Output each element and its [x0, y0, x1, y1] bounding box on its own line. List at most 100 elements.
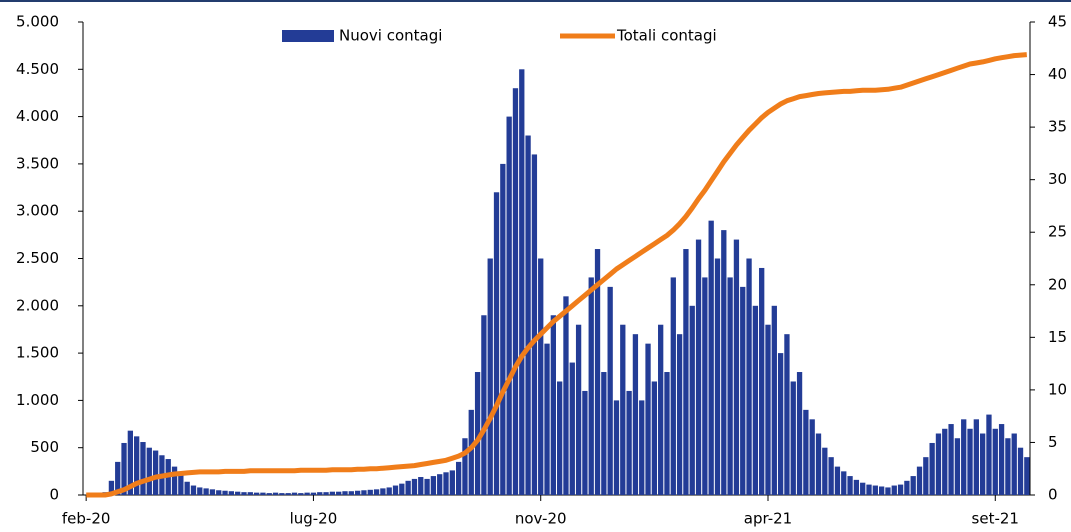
y-tick-label: 4.500: [16, 60, 59, 78]
bar: [777, 353, 784, 495]
bar: [866, 484, 872, 495]
bar: [594, 249, 601, 495]
bar: [569, 362, 575, 495]
bar: [430, 476, 437, 495]
bar: [443, 472, 449, 495]
bar: [405, 480, 411, 495]
bar: [146, 447, 152, 495]
bar: [285, 493, 291, 495]
y-tick-label: 2.000: [16, 296, 59, 314]
bar: [683, 249, 689, 495]
bar: [216, 490, 222, 495]
bar: [841, 471, 847, 495]
bar: [809, 419, 815, 495]
bar: [916, 466, 923, 495]
y-tick-label: 2.500: [16, 249, 59, 267]
bar: [538, 258, 544, 495]
bar: [544, 343, 550, 495]
bar: [304, 492, 310, 495]
y2-tick-label: 25: [1048, 223, 1067, 241]
bar: [834, 466, 841, 495]
bar: [948, 424, 954, 495]
top-border: [0, 0, 1071, 2]
bar: [418, 477, 424, 495]
bar: [342, 491, 348, 495]
y2-tick-label: 40: [1048, 65, 1067, 83]
bar: [310, 492, 317, 495]
bar: [525, 135, 531, 495]
bar: [171, 466, 178, 495]
bar: [127, 430, 134, 495]
bar: [1017, 447, 1024, 495]
bar: [373, 489, 380, 495]
bar: [140, 442, 146, 495]
bar: [784, 334, 790, 495]
x-tick-label: lug-20: [290, 510, 338, 528]
bar: [197, 487, 203, 495]
bar: [582, 390, 588, 495]
y2-tick-label: 45: [1048, 13, 1067, 31]
bar: [853, 479, 860, 495]
bar: [721, 230, 727, 495]
bar: [557, 381, 563, 495]
bar: [645, 343, 651, 495]
bar: [670, 277, 676, 495]
bar: [272, 492, 279, 495]
bar: [658, 324, 664, 495]
bar: [929, 442, 935, 495]
bar: [632, 334, 639, 495]
bar: [613, 400, 620, 495]
bar: [1005, 438, 1011, 495]
bar: [1011, 433, 1017, 495]
bar: [822, 447, 828, 495]
bar: [468, 409, 474, 495]
bar: [588, 277, 594, 495]
bar: [689, 305, 695, 495]
bar: [702, 277, 708, 495]
y-tick-label: 5.000: [16, 13, 59, 31]
bar: [790, 381, 796, 495]
bar: [746, 258, 752, 495]
bar: [190, 485, 197, 495]
bar: [506, 116, 512, 495]
bar: [733, 239, 740, 495]
bar: [354, 490, 361, 495]
bar: [380, 488, 386, 495]
bar: [449, 470, 455, 495]
bar: [424, 478, 430, 495]
bar: [493, 192, 500, 495]
bar: [815, 433, 822, 495]
bar: [203, 488, 209, 495]
bar: [317, 492, 323, 495]
bar: [847, 476, 853, 495]
bar: [550, 315, 556, 495]
bar: [695, 239, 702, 495]
bar: [519, 69, 525, 496]
line: [86, 52, 1027, 498]
bar: [531, 154, 538, 495]
bar: [973, 419, 979, 495]
y-tick-label: 3.500: [16, 154, 59, 172]
bar: [897, 484, 904, 495]
bar: [923, 457, 929, 495]
x-tick-label: nov-20: [515, 510, 567, 528]
bar: [639, 400, 645, 495]
bar: [935, 433, 942, 495]
x-tick-label: apr-21: [744, 510, 792, 528]
bar: [979, 433, 986, 495]
bar: [942, 428, 948, 495]
bar: [437, 474, 443, 495]
bar: [676, 334, 683, 495]
bar: [291, 492, 298, 495]
y-tick-label: 500: [30, 438, 59, 456]
bar: [329, 491, 336, 495]
y2-tick-label: 30: [1048, 170, 1067, 188]
bar: [796, 372, 803, 495]
bar: [184, 481, 190, 495]
bar: [1024, 457, 1030, 495]
bar: [481, 315, 487, 495]
bar: [872, 485, 878, 495]
y2-tick-label: 0: [1048, 486, 1058, 504]
legend-label: Nuovi contagi: [339, 27, 442, 45]
